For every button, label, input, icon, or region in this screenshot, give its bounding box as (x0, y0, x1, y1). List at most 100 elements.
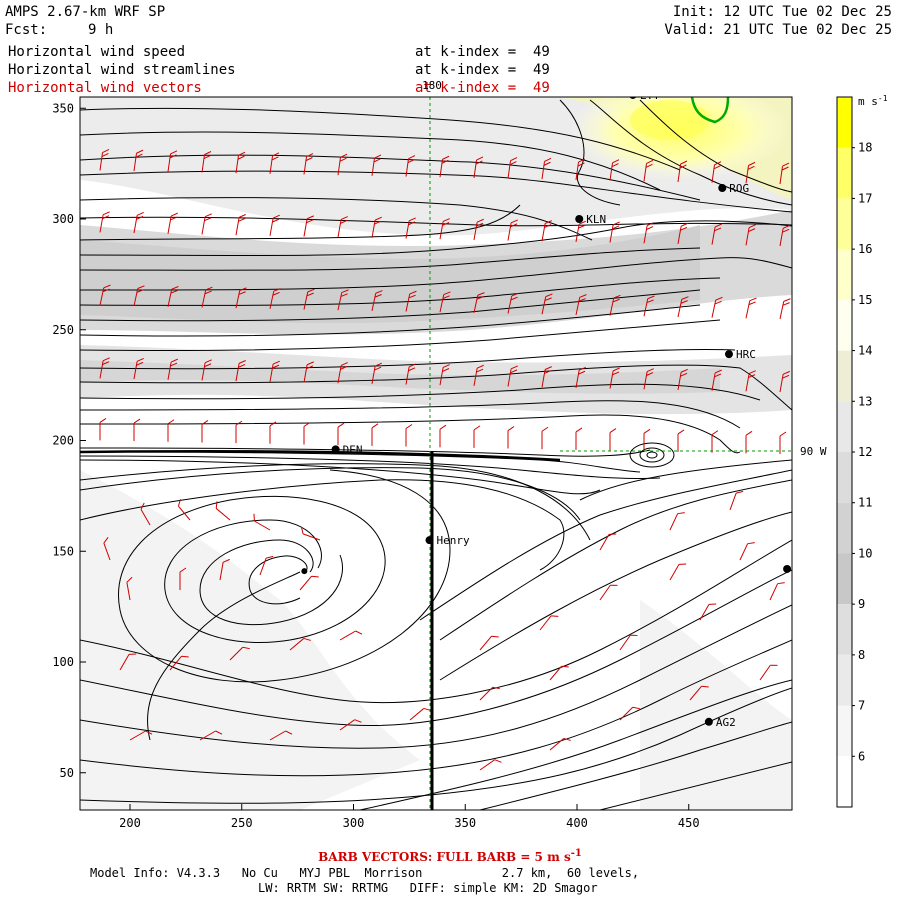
wind-barb (215, 501, 231, 521)
wind-barb (371, 154, 382, 176)
station-label: KLN (586, 213, 606, 226)
wind-barb (541, 426, 549, 450)
station-label: AG2 (716, 716, 736, 729)
wind-barb (699, 603, 717, 621)
wind-barb (769, 582, 785, 601)
colorbar-swatch (837, 350, 852, 402)
wind-barb (745, 370, 756, 392)
station-marker (331, 445, 340, 454)
wind-barb (103, 536, 111, 561)
wind-barb (539, 615, 559, 631)
wind-barb (133, 211, 144, 234)
colorbar-label: 18 (858, 141, 872, 155)
wind-barb (405, 424, 413, 447)
wind-barb (541, 293, 553, 315)
wind-barb (337, 422, 345, 446)
wind-barb (126, 576, 133, 601)
wind-barb (303, 422, 311, 445)
wind-barb (99, 357, 110, 379)
y-tick-label: 100 (52, 655, 74, 669)
wind-barb (677, 429, 685, 452)
wind-barb (235, 287, 247, 309)
colorbar-label: 8 (858, 648, 865, 662)
wind-barb (337, 289, 349, 311)
wind-barb (549, 737, 571, 751)
wind-barb (99, 211, 110, 233)
wind-barb (201, 151, 212, 173)
model-info-physics: LW: RRTM SW: RRTMG DIFF: simple KM: 2D S… (258, 881, 598, 895)
wind-barb (169, 655, 189, 671)
wind-barb (337, 362, 348, 384)
colorbar-label: 10 (858, 546, 872, 560)
wind-barb (269, 288, 281, 309)
wind-barb (643, 222, 654, 244)
wind-barb (140, 502, 151, 526)
wind-barb (689, 685, 709, 701)
wind-barb (201, 286, 213, 308)
wind-barb (677, 222, 688, 245)
wind-barb (201, 359, 212, 381)
wind-barb (609, 428, 617, 451)
wind-barb (133, 418, 141, 442)
wind-barb (711, 161, 722, 183)
wind-barb (99, 284, 111, 306)
y-tick-label: 150 (52, 544, 74, 558)
field-name-speed: Horizontal wind speed (8, 44, 186, 60)
colorbar-swatch (837, 97, 852, 148)
meridian-label: 180 (422, 79, 442, 92)
forecast-value: 9 h (88, 22, 114, 38)
wind-barb (269, 214, 280, 236)
colorbar-swatch (837, 756, 852, 807)
wind-barb (711, 296, 723, 318)
colorbar-label: 7 (858, 699, 865, 713)
coastline (690, 97, 730, 124)
wind-barb (235, 214, 246, 236)
wind-barb (337, 216, 348, 238)
wind-barb (575, 294, 587, 316)
colorbar-label: 15 (858, 293, 872, 307)
field-name-vectors: Horizontal wind vectors (8, 80, 202, 96)
wind-barb (677, 296, 689, 318)
wind-barb (711, 223, 722, 245)
wind-barbs (99, 148, 791, 771)
plot-frame (79, 96, 793, 811)
wind-barb (473, 364, 484, 386)
colorbar-swatch (837, 401, 852, 452)
colorbar: 18 17 16 15 14 13 12 11 10 9 8 7 6 m s-1 (836, 94, 888, 808)
forecast-label: Fcst: (5, 22, 48, 38)
y-tick-label: 250 (52, 323, 74, 337)
wind-barb (371, 362, 382, 384)
colorbar-swatch (837, 198, 852, 250)
wind-barb (235, 151, 246, 174)
colorbar-swatch (837, 604, 852, 655)
colorbar-swatch (837, 553, 852, 605)
wind-barb (371, 423, 379, 446)
wind-barb (711, 369, 722, 391)
wind-barb (199, 730, 223, 741)
station-label: LYT (640, 89, 660, 102)
wind-barb (129, 730, 153, 741)
wind-barb (337, 153, 348, 176)
station-marker (575, 215, 584, 223)
wind-barb (479, 635, 499, 651)
wind-barb (507, 292, 519, 314)
station-marker (724, 350, 733, 359)
wind-barb (711, 430, 719, 453)
x-tick-label: 350 (454, 816, 476, 830)
colorbar-label: 11 (858, 496, 872, 510)
wind-barb (133, 357, 144, 380)
wind-barb (177, 499, 191, 521)
x-tick-label: 300 (343, 816, 365, 830)
wind-barb (133, 285, 145, 307)
wind-barb (99, 417, 107, 441)
wind-barb (229, 646, 250, 661)
x-tick-label: 200 (119, 816, 141, 830)
wind-barb (259, 555, 274, 576)
x-tick-label: 250 (231, 816, 253, 830)
wind-barb (609, 221, 620, 243)
wind-barb (299, 575, 319, 591)
station-label: ROG (729, 182, 749, 195)
wind-barb (779, 162, 790, 185)
wind-barb (167, 419, 175, 442)
plot-area: LYT ROG KLN HRC DEN Henry AG2 (80, 89, 792, 810)
